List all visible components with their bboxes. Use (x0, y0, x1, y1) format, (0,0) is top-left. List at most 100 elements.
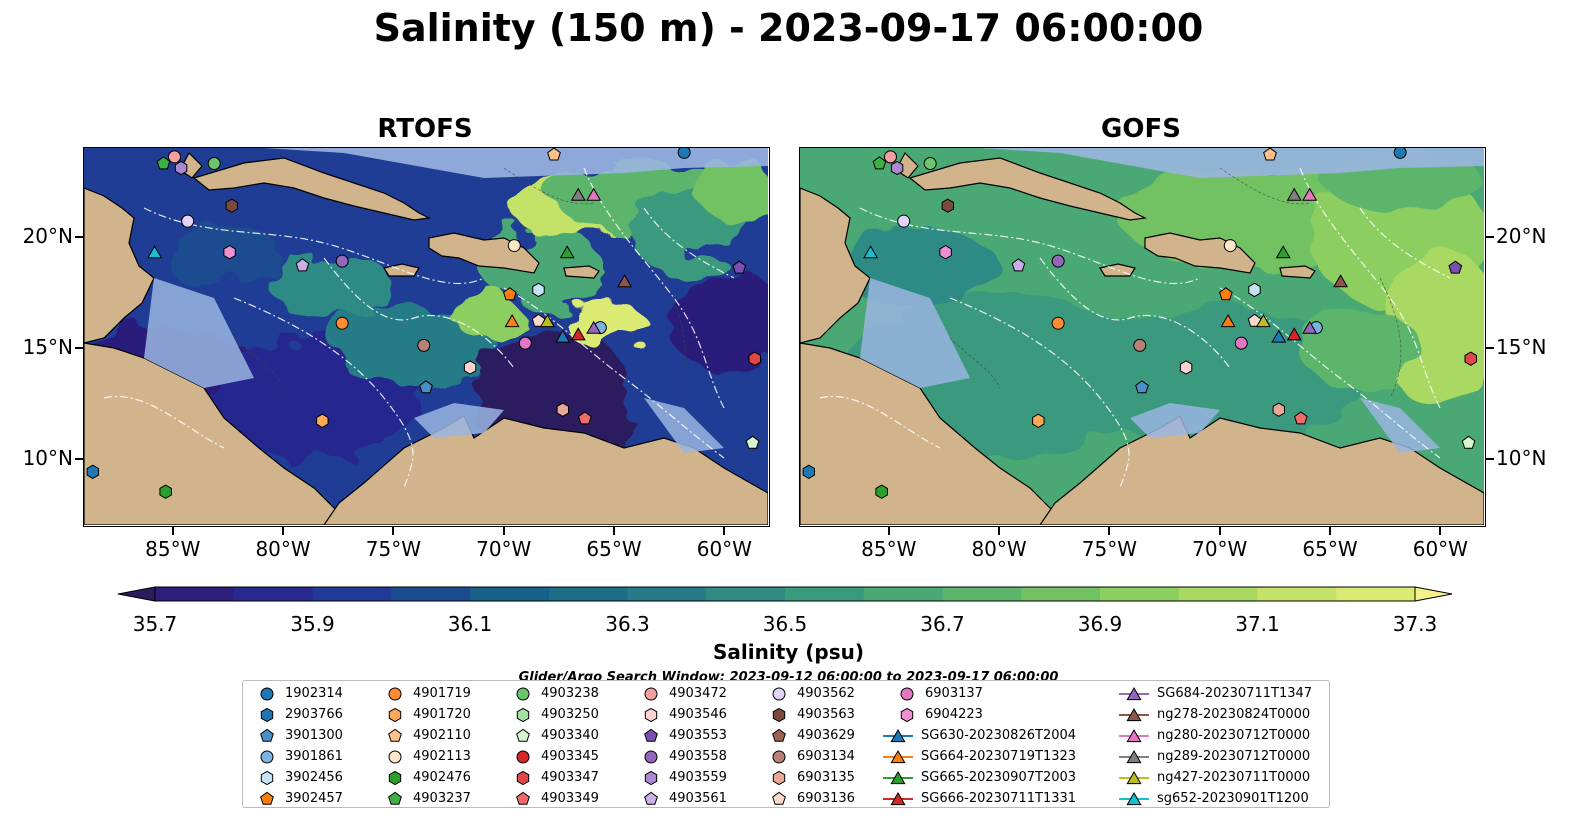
observation-markers (802, 148, 1477, 499)
legend-marker-icon (516, 707, 530, 722)
colorbar-segment (942, 587, 1022, 601)
legend-label: SG664-20230719T1323 (921, 749, 1077, 764)
observation-marker-ng280-20230712T0000 (586, 187, 602, 201)
lat-tick-label: 20°N (1496, 224, 1547, 249)
observation-marker-4903349 (578, 411, 592, 425)
legend-marker-icon (772, 687, 786, 700)
legend-marker-icon (388, 770, 402, 785)
legend-item: 3902456 (257, 767, 343, 788)
legend-label: 4903562 (797, 686, 855, 701)
legend-marker-icon (900, 687, 914, 700)
colorbar-segment (470, 587, 550, 601)
legend-item: 3902457 (257, 788, 343, 809)
legend-label: sg652-20230901T1200 (1157, 791, 1309, 806)
legend-marker-icon (883, 749, 913, 763)
observation-marker-6903134 (417, 338, 431, 352)
gofs-map-canvas (800, 148, 1485, 526)
observation-marker-3902456 (1248, 282, 1261, 298)
legend-marker-icon (516, 750, 530, 763)
legend-label: 6904223 (925, 707, 983, 722)
contours (233, 167, 686, 399)
legend-item: 4903250 (513, 704, 599, 725)
colorbar-tick-label: 36.3 (605, 612, 650, 636)
observation-marker-4903340 (745, 435, 760, 449)
legend-marker-icon (772, 728, 786, 742)
legend-label: 4903238 (541, 686, 599, 701)
legend-marker-icon (260, 750, 274, 763)
legend-label: SG684-20230711T1347 (1157, 686, 1313, 701)
observation-marker-ng280-20230712T0000 (1302, 187, 1318, 201)
lat-tick-mark (75, 457, 83, 460)
legend-label: 3902456 (285, 770, 343, 785)
legend-marker-icon (644, 687, 658, 700)
legend-marker-icon (772, 791, 786, 805)
panel-title-rtofs: RTOFS (377, 114, 473, 144)
legend-marker-icon (644, 728, 658, 742)
legend-label: SG665-20230907T2003 (921, 770, 1077, 785)
legend-label: 2903766 (285, 707, 343, 722)
colorbar-segment (1021, 587, 1101, 601)
observation-marker-4903558 (335, 254, 349, 268)
legend-label: SG666-20230711T1331 (921, 791, 1077, 806)
lon-tick-label: 70°W (476, 537, 532, 561)
lon-tick-mark (723, 527, 726, 535)
lon-tick-label: 60°W (696, 537, 752, 561)
legend-label: 4903237 (413, 791, 471, 806)
legend-item: 4903347 (513, 767, 599, 788)
observation-marker-6904223 (223, 245, 236, 260)
legend-marker-icon (1119, 770, 1149, 784)
observation-marker-6903134 (1133, 338, 1147, 352)
observation-marker-4903238 (207, 157, 221, 171)
legend-item: 6903135 (769, 767, 855, 788)
legend-marker-icon (644, 750, 658, 763)
legend-item: ng280-20230712T0000 (1119, 725, 1310, 746)
legend-item: 4903546 (641, 704, 727, 725)
lat-tick-mark (75, 236, 83, 239)
observation-marker-ng289-20230712T0000 (1286, 187, 1302, 201)
legend-marker-icon (772, 750, 786, 763)
observation-marker-4903553 (1448, 260, 1463, 274)
legend-marker-icon (516, 791, 530, 805)
observation-marker-SG664-20230719T1323 (504, 313, 520, 328)
colorbar-segment (706, 587, 786, 601)
eez-boundaries (819, 167, 1451, 489)
colorbar-tick-label: 35.7 (132, 612, 178, 636)
observation-marker-4903562 (897, 214, 911, 228)
legend-label: 6903136 (797, 791, 855, 806)
lat-tick-mark (75, 347, 83, 350)
observation-markers (86, 148, 761, 499)
legend-item: ng289-20230712T0000 (1119, 746, 1310, 767)
observation-marker-4902113 (1223, 239, 1237, 253)
observation-marker-ng427-20230711T0000 (1255, 313, 1271, 328)
observation-marker-6903135 (556, 402, 569, 417)
lat-tick-mark (1486, 347, 1494, 350)
legend-item: SG684-20230711T1347 (1119, 683, 1312, 704)
lon-tick-mark (1329, 527, 1332, 535)
legend-item: 3901861 (257, 746, 343, 767)
observation-marker-SG664-20230719T1323 (1220, 313, 1236, 328)
legend-item: 4903562 (769, 683, 855, 704)
legend-marker-icon (772, 707, 786, 722)
legend-item: 4902476 (385, 767, 471, 788)
colorbar (117, 586, 1453, 602)
legend-label: 4902476 (413, 770, 471, 785)
lon-tick-label: 75°W (1081, 537, 1137, 561)
legend-label: 6903137 (925, 686, 983, 701)
legend: 1902314 2903766 3901300 3901861 3902456 39024… (242, 680, 1330, 808)
legend-label: 4903250 (541, 707, 599, 722)
shelf-shallow (84, 148, 768, 453)
legend-item: 4902110 (385, 725, 471, 746)
legend-label: 1902314 (285, 686, 343, 701)
legend-label: 4902113 (413, 749, 471, 764)
observation-marker-1902314 (677, 148, 691, 159)
legend-marker-icon (388, 791, 402, 805)
legend-marker-icon (388, 687, 402, 700)
lat-tick-label: 20°N (22, 224, 73, 249)
observation-marker-4902113 (507, 239, 521, 253)
observation-marker-6903135 (1272, 402, 1285, 417)
lon-tick-label: 85°W (145, 537, 201, 561)
lon-tick-label: 75°W (365, 537, 421, 561)
legend-label: 4903347 (541, 770, 599, 785)
observation-marker-4903558 (1051, 254, 1065, 268)
legend-label: 4902110 (413, 728, 471, 743)
